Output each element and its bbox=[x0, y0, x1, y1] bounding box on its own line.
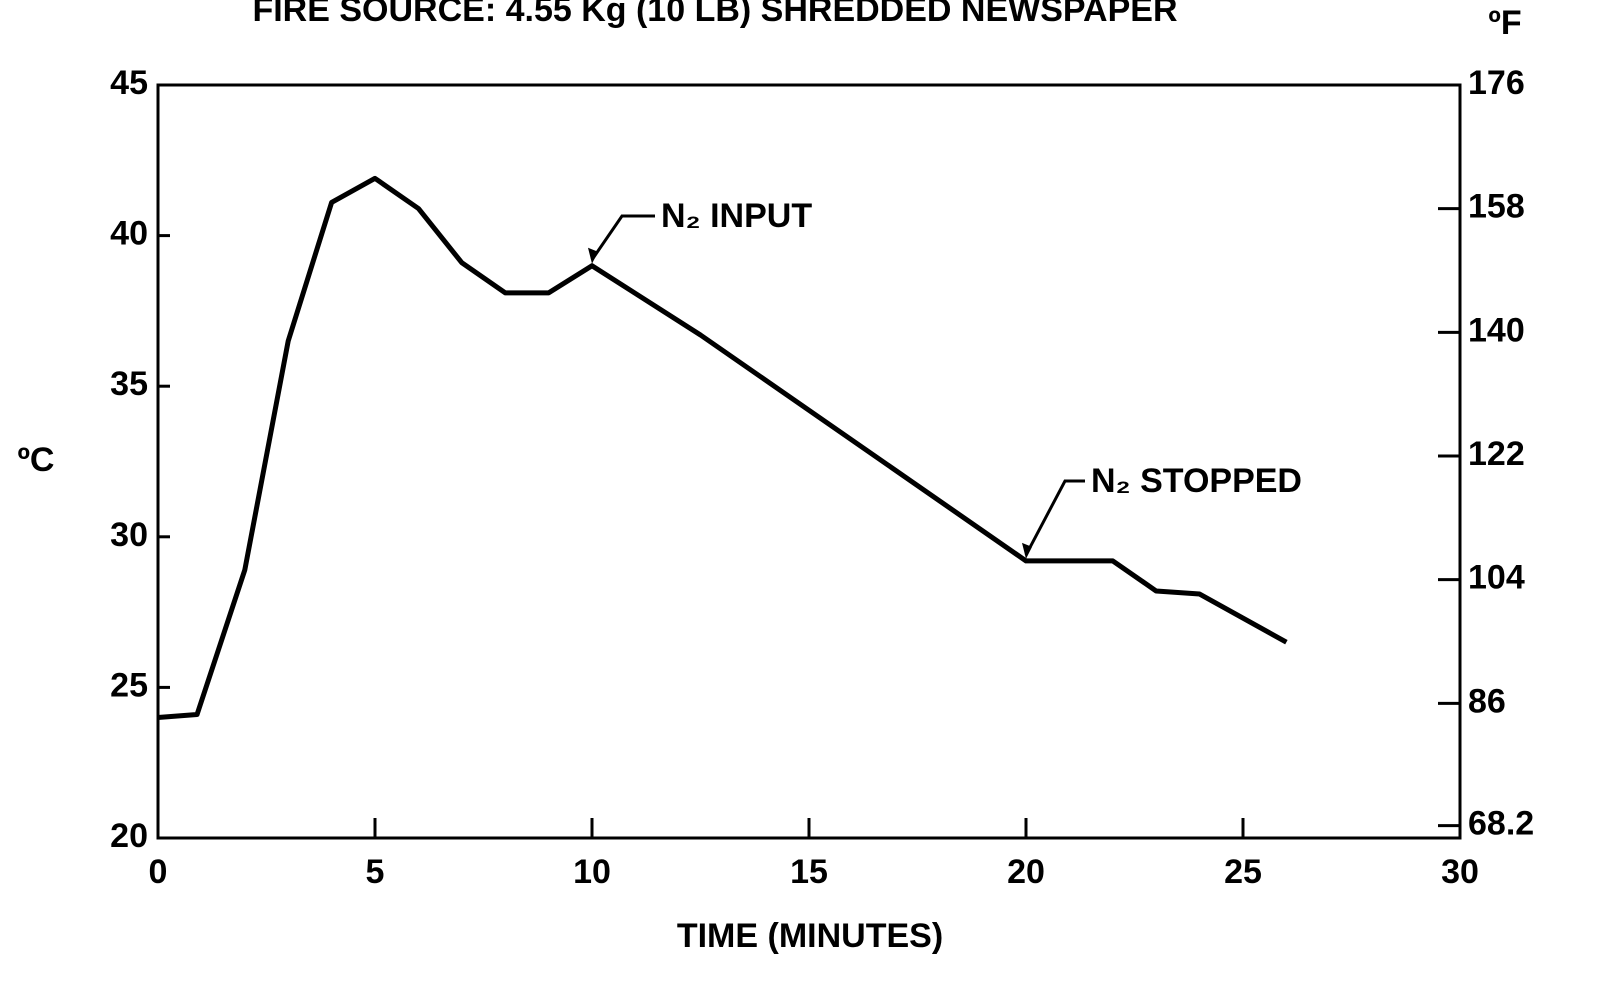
chart-title: FIRE SOURCE: 4.55 Kg (10 LB) SHREDDED NE… bbox=[252, 0, 1177, 29]
y-tick-label: 20 bbox=[110, 817, 148, 855]
y-tick-label: 45 bbox=[110, 64, 148, 102]
arrow-head bbox=[588, 247, 598, 264]
x-tick-label: 20 bbox=[1007, 853, 1045, 891]
y-tick-label: 35 bbox=[110, 365, 148, 403]
data-line bbox=[157, 175, 1288, 721]
y-tick-label: 40 bbox=[110, 215, 148, 253]
y2-tick-label: 176 bbox=[1468, 64, 1525, 102]
y2-tick-label: 158 bbox=[1468, 188, 1525, 226]
y-tick-label: 25 bbox=[110, 666, 148, 704]
x-axis-label: TIME (MINUTES) bbox=[677, 917, 943, 955]
x-tick-label: 15 bbox=[790, 853, 828, 891]
x-tick-label: 25 bbox=[1224, 853, 1262, 891]
y2-axis-label: ºF bbox=[1488, 4, 1521, 42]
y2-tick-label: 122 bbox=[1468, 435, 1525, 473]
x-tick-label: 5 bbox=[366, 853, 385, 891]
y-tick-label: 30 bbox=[110, 516, 148, 554]
annotation: N₂ STOPPED bbox=[1091, 462, 1302, 500]
annotation-arrow bbox=[1024, 479, 1085, 556]
y2-tick-label: 86 bbox=[1468, 682, 1506, 720]
y2-tick-label: 140 bbox=[1468, 311, 1525, 349]
y2-tick-label: 104 bbox=[1468, 559, 1525, 597]
y-axis-label: ºC bbox=[18, 441, 55, 479]
arrow-head bbox=[1022, 542, 1032, 559]
x-tick-label: 0 bbox=[149, 853, 168, 891]
annotation-arrow bbox=[590, 214, 655, 261]
x-tick-label: 10 bbox=[573, 853, 611, 891]
annotation: N₂ INPUT bbox=[661, 197, 812, 235]
x-tick-label: 30 bbox=[1441, 853, 1479, 891]
y2-tick-label: 68.2 bbox=[1468, 805, 1534, 843]
